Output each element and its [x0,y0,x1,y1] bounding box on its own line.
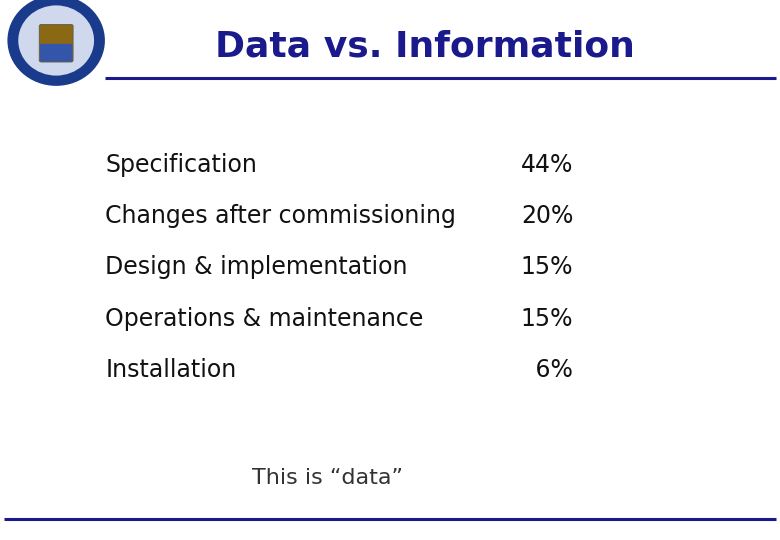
Text: Design & implementation: Design & implementation [105,255,408,279]
Text: Changes after commissioning: Changes after commissioning [105,204,456,228]
Text: Data vs. Information: Data vs. Information [215,30,635,64]
Text: 6%: 6% [528,358,573,382]
Text: 15%: 15% [521,307,573,330]
Text: 20%: 20% [521,204,573,228]
FancyBboxPatch shape [39,24,73,62]
Text: 15%: 15% [521,255,573,279]
Text: Specification: Specification [105,153,257,177]
Text: Installation: Installation [105,358,236,382]
Ellipse shape [16,3,96,78]
Text: 44%: 44% [521,153,573,177]
FancyBboxPatch shape [40,44,73,62]
Ellipse shape [7,0,105,86]
Text: Operations & maintenance: Operations & maintenance [105,307,424,330]
Text: This is “data”: This is “data” [252,468,403,488]
